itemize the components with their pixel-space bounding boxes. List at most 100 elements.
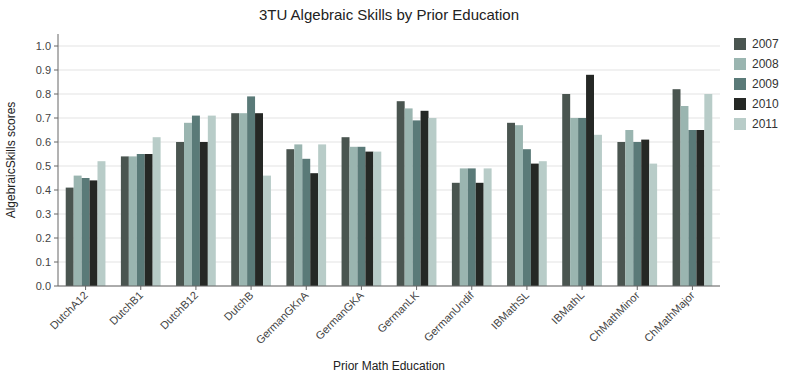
legend-swatch — [734, 78, 746, 90]
bar — [129, 156, 137, 286]
x-tick-label: DutchB — [222, 289, 256, 323]
x-tick-label: DutchA12 — [47, 289, 90, 332]
bar — [145, 154, 153, 286]
grid-line — [58, 94, 720, 95]
y-tick-label: 0.3 — [36, 208, 51, 220]
bar — [255, 113, 263, 286]
bar — [208, 116, 216, 286]
x-axis-label: Prior Math Education — [333, 359, 445, 373]
bar — [428, 118, 436, 286]
bar — [633, 142, 641, 286]
x-tick-label: DutchB12 — [158, 289, 201, 332]
bar — [405, 108, 413, 286]
x-tick-label: ChMathMajor — [642, 289, 697, 344]
x-tick — [306, 286, 307, 290]
bar — [90, 180, 98, 286]
y-tick-label: 0.9 — [36, 64, 51, 76]
y-tick — [54, 46, 58, 47]
bar — [318, 144, 326, 286]
y-tick — [54, 70, 58, 71]
bar — [294, 144, 302, 286]
y-tick — [54, 286, 58, 287]
bar — [342, 137, 350, 286]
x-tick — [361, 286, 362, 290]
legend-swatch — [734, 38, 746, 50]
bar — [74, 176, 82, 286]
bar — [641, 140, 649, 286]
bar — [515, 125, 523, 286]
bar — [523, 149, 531, 286]
bar — [460, 168, 468, 286]
bar — [421, 111, 429, 286]
y-tick — [54, 142, 58, 143]
legend-label: 2010 — [752, 97, 779, 111]
y-tick-label: 0.2 — [36, 232, 51, 244]
grid-line — [58, 46, 720, 47]
x-tick-label: GermanLK — [375, 288, 422, 335]
bar — [696, 130, 704, 286]
bar — [153, 137, 161, 286]
bar — [397, 101, 405, 286]
bar — [562, 94, 570, 286]
bar — [302, 159, 310, 286]
x-tick-label: ChMathMinor — [586, 289, 641, 344]
x-tick — [85, 286, 86, 290]
y-tick-label: 0.5 — [36, 160, 51, 172]
y-tick — [54, 238, 58, 239]
x-tick-label: GermanGKnA — [253, 288, 311, 346]
y-tick-label: 0.8 — [36, 88, 51, 100]
y-tick — [54, 190, 58, 191]
x-tick — [637, 286, 638, 290]
x-tick-label: GermanUndif — [421, 288, 476, 343]
x-tick — [471, 286, 472, 290]
bar — [649, 164, 657, 286]
bar — [484, 168, 492, 286]
bar — [594, 135, 602, 286]
bar — [531, 164, 539, 286]
y-axis-label: AlgebraicSkills scores — [4, 102, 18, 219]
legend-label: 2007 — [752, 37, 779, 51]
bar — [413, 120, 421, 286]
x-tick-label: IBMathSL — [489, 289, 532, 332]
bar — [704, 94, 712, 286]
bar — [673, 89, 681, 286]
y-axis-line — [58, 34, 59, 286]
x-tick — [251, 286, 252, 290]
y-tick-label: 0.0 — [36, 280, 51, 292]
legend-swatch — [734, 118, 746, 130]
y-tick — [54, 262, 58, 263]
bar — [357, 147, 365, 286]
bar — [239, 113, 247, 286]
bar — [468, 168, 476, 286]
y-tick — [54, 214, 58, 215]
bar — [184, 123, 192, 286]
legend-label: 2011 — [752, 117, 778, 131]
y-tick — [54, 166, 58, 167]
bar — [507, 123, 515, 286]
y-tick — [54, 94, 58, 95]
grid — [58, 46, 720, 286]
bar — [137, 154, 145, 286]
bar — [192, 116, 200, 286]
bar — [625, 130, 633, 286]
x-tick-label: GermanGKA — [313, 288, 366, 341]
bar — [200, 142, 208, 286]
legend-label: 2008 — [752, 57, 779, 71]
bar — [82, 178, 90, 286]
x-tick — [195, 286, 196, 290]
legend-swatch — [734, 98, 746, 110]
y-tick-label: 0.1 — [36, 256, 51, 268]
bar — [681, 106, 689, 286]
x-tick — [416, 286, 417, 290]
bar — [310, 173, 318, 286]
x-tick-label: DutchB1 — [107, 289, 145, 327]
legend-label: 2009 — [752, 77, 779, 91]
y-tick-label: 0.6 — [36, 136, 51, 148]
grid-line — [58, 286, 720, 287]
bar — [263, 176, 271, 286]
bar — [688, 130, 696, 286]
bar — [176, 142, 184, 286]
legend-swatch — [734, 58, 746, 70]
x-tick — [526, 286, 527, 290]
bar — [570, 118, 578, 286]
